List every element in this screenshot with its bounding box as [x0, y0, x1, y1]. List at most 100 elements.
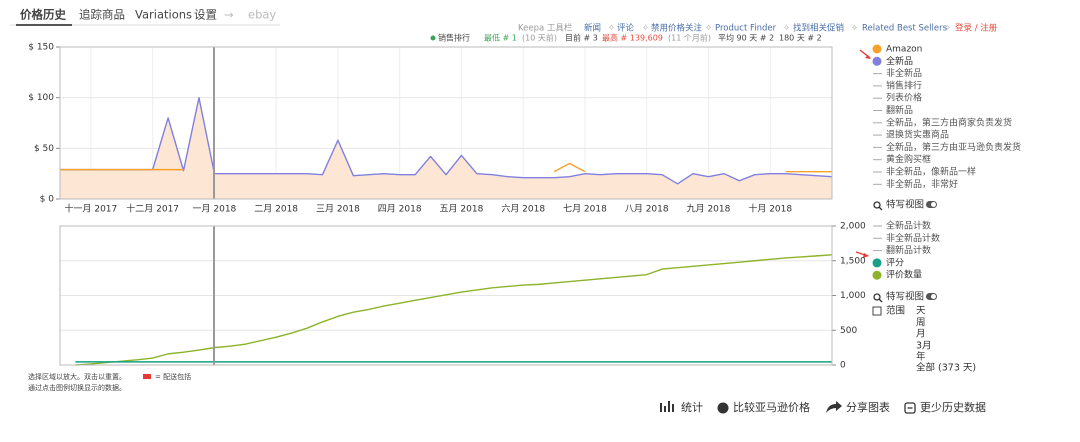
toolbar-button[interactable]: 统计	[681, 401, 703, 414]
legend-label[interactable]: 翻新品计数	[886, 244, 931, 256]
x-tick-label: 六月 2018	[501, 203, 545, 215]
y-tick-label: 500	[840, 326, 857, 336]
toolbar-button[interactable]: 比较亚马逊价格	[733, 400, 810, 414]
summary-dot	[430, 35, 436, 41]
x-tick-label: 十月 2018	[748, 203, 792, 215]
toggle-knob	[931, 294, 936, 299]
link[interactable]: 新闻	[584, 23, 601, 34]
zoom-toggle-label[interactable]: 特写视图	[886, 199, 924, 211]
x-tick-label: 七月 2018	[563, 204, 607, 215]
zoom-toggle-label[interactable]: 特写视图	[886, 291, 924, 303]
x-tick-label: 二月 2018	[254, 204, 298, 215]
legend-label[interactable]: 全新品	[886, 55, 913, 67]
legend-label[interactable]: 评价数量	[886, 269, 922, 281]
y-tick-label: 1,500	[840, 256, 866, 266]
x-tick-label: 十一月 2017	[64, 203, 117, 215]
y-tick-label: $ 0	[40, 195, 55, 205]
legend-label[interactable]: 全新品，第三方由商家负责发货	[886, 116, 1012, 128]
toolbar-icon	[904, 402, 916, 414]
link[interactable]: 禁用价格关注	[651, 23, 703, 34]
range-option[interactable]: 3月	[916, 341, 932, 352]
tab[interactable]: 追踪商品	[79, 8, 125, 22]
range-option[interactable]: 周	[916, 318, 926, 329]
link[interactable]: 评论	[617, 23, 635, 34]
link-separator: ✧	[705, 24, 712, 34]
y-tick-label: 2,000	[840, 222, 866, 232]
legend-label[interactable]: 非全新品，像新品一样	[886, 166, 976, 178]
link-separator: ✧	[944, 24, 951, 34]
line	[75, 254, 833, 366]
summary-highest-when: (11 个月前)	[668, 33, 711, 43]
legend-label[interactable]: 非全新品	[886, 67, 922, 79]
summary-average-180: 180 天 # 2	[779, 34, 822, 43]
legend-swatch	[872, 258, 882, 268]
legend-swatch	[872, 56, 882, 66]
calendar-icon	[872, 306, 882, 316]
range-option[interactable]: 全部 (373 天)	[916, 362, 976, 374]
tab[interactable]: 价格历史	[20, 8, 66, 22]
summary-label[interactable]: 销售排行	[438, 33, 470, 43]
legend-swatch	[872, 44, 882, 54]
toolbar-icon	[660, 401, 674, 412]
summary-highest: 最高 # 139,609	[602, 33, 663, 43]
line	[60, 96, 833, 185]
toolbar-icon	[717, 402, 729, 414]
link[interactable]: 找到相关促销	[793, 23, 845, 34]
tab[interactable]: ebay	[248, 8, 276, 22]
zoom-icon	[873, 293, 881, 301]
legend-label[interactable]: 列表价格	[886, 92, 922, 104]
legend-label[interactable]: 翻新品	[886, 104, 913, 116]
note: 通过点击图例切换显示的数据。	[28, 383, 126, 392]
zoom-icon	[878, 206, 883, 211]
truck-icon	[143, 374, 151, 379]
toolbar-icon	[826, 401, 842, 413]
x-tick-label: 八月 2018	[625, 204, 669, 215]
link[interactable]: 登录 / 注册	[955, 23, 998, 34]
range-option[interactable]: 天	[916, 306, 926, 317]
legend-label[interactable]: 全新品计数	[886, 220, 931, 232]
legend-label[interactable]: 评分	[886, 257, 904, 268]
range-option[interactable]: 月	[916, 329, 926, 340]
legend-label[interactable]: 销售排行	[886, 79, 922, 91]
summary-current: 目前 # 3	[565, 33, 598, 43]
link[interactable]: Product Finder	[715, 24, 777, 34]
tab[interactable]: 设置	[194, 8, 217, 22]
x-tick-label: 五月 2018	[440, 204, 484, 215]
link-separator: ✧	[783, 24, 790, 34]
y-tick-label: 1,000	[840, 291, 866, 301]
toolbar-button[interactable]: 更少历史数据	[920, 400, 986, 414]
link[interactable]: Related Best Sellers	[862, 24, 948, 34]
toolbar-button[interactable]: 分享图表	[846, 400, 890, 414]
link-separator: ✧	[608, 24, 615, 34]
range-label: 范围	[886, 305, 905, 317]
plot-frame	[59, 46, 833, 200]
y-tick-label: $ 150	[28, 43, 54, 53]
legend-label[interactable]: Amazon	[886, 45, 922, 55]
toggle-knob	[931, 202, 936, 207]
x-tick-label: 三月 2018	[316, 204, 360, 215]
legend-label[interactable]: 全新品，第三方由亚马逊负责发货	[886, 141, 1021, 153]
x-tick-label: 一月 2018	[193, 204, 237, 215]
y-tick-label: 0	[840, 361, 846, 371]
annotation-arrow	[865, 55, 871, 59]
link[interactable]: Keepa 工具栏	[518, 23, 573, 34]
legend-swatch	[872, 270, 882, 280]
legend-label[interactable]: 黄金购买框	[886, 153, 931, 165]
y-tick-label: $ 100	[28, 93, 54, 103]
x-tick-label: 九月 2018	[687, 204, 731, 215]
note: 选择区域以放大。双击以重置。	[28, 372, 126, 381]
legend-label[interactable]: 退换货实惠商品	[886, 129, 949, 141]
note: = 配送包括	[155, 372, 191, 381]
plot-frame	[59, 225, 833, 366]
range-option[interactable]: 年	[916, 351, 926, 363]
link-separator: ✧	[851, 24, 858, 34]
zoom-icon	[878, 298, 883, 303]
legend-label[interactable]: 非全新品计数	[886, 232, 940, 244]
zoom-icon	[873, 201, 881, 209]
link-separator: ✧	[642, 24, 649, 34]
legend-label[interactable]: 非全新品，非常好	[886, 178, 958, 190]
summary-average: 平均 90 天 # 2	[718, 33, 774, 43]
summary-lowest: 最低 # 1	[484, 33, 517, 43]
tab[interactable]: Variations	[135, 8, 192, 22]
